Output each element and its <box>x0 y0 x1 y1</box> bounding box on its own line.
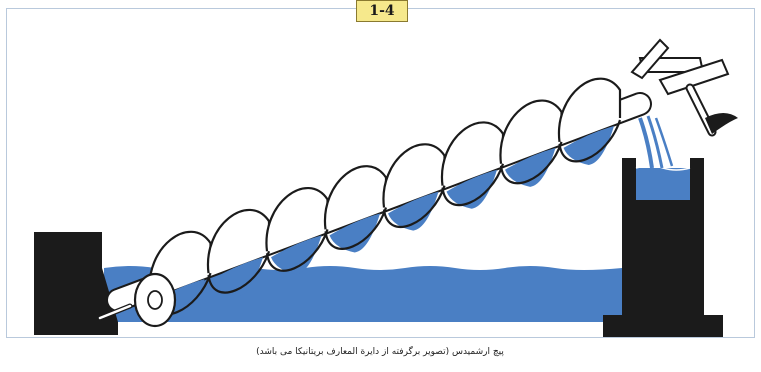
figure-caption: پیچ ارشمیدس (تصویر برگرفته از دایرة المع… <box>256 347 504 357</box>
water-pocket <box>271 235 322 275</box>
bottom-axle-hub <box>147 290 163 310</box>
water-pocket <box>563 126 614 165</box>
screw-helix <box>148 77 622 319</box>
helix-underside <box>265 229 329 272</box>
crank-handle <box>630 38 738 137</box>
water-pocket <box>329 213 380 253</box>
helix-underside <box>558 119 622 163</box>
left-support-block <box>34 232 118 335</box>
water-pocket <box>388 191 439 231</box>
helix-turn <box>440 121 505 186</box>
water-pocket <box>505 147 556 187</box>
pouring-water <box>638 115 674 169</box>
helix-underside <box>207 250 271 294</box>
helix-underside <box>499 141 563 185</box>
helix-underside <box>324 207 388 250</box>
helix-turn <box>323 165 388 230</box>
helix-turn <box>265 186 329 252</box>
helix-underside <box>441 163 505 207</box>
water-pocket <box>446 169 497 209</box>
water-pocket <box>212 257 263 297</box>
helix-underside <box>382 185 446 228</box>
figure-number-badge: 1-4 <box>356 0 408 22</box>
helix-turn <box>499 99 563 164</box>
right-tower <box>603 158 723 337</box>
helix-turn <box>206 208 271 274</box>
helix-turn <box>557 77 622 143</box>
helix-turn <box>382 143 446 208</box>
